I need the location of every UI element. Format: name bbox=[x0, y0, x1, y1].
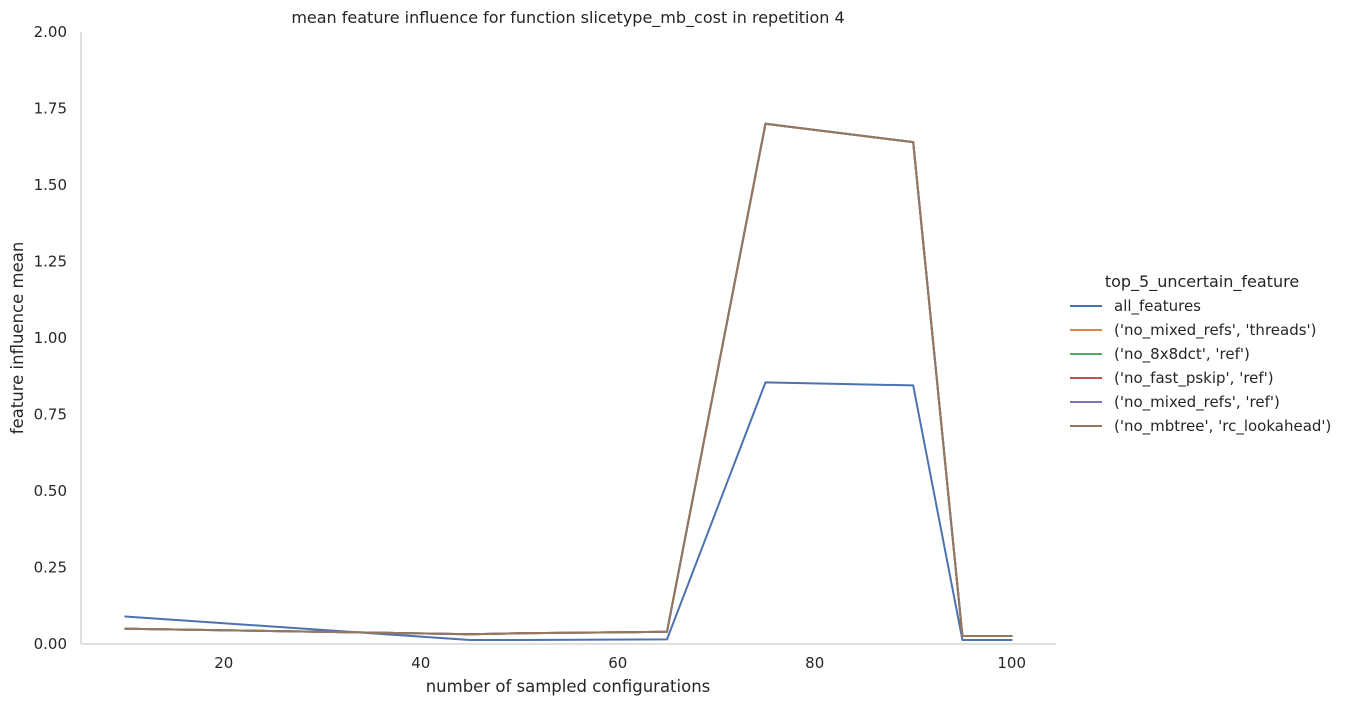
legend-label: all_features bbox=[1114, 297, 1201, 316]
x-tick-label: 20 bbox=[214, 654, 233, 672]
series-line-1 bbox=[124, 122, 1013, 638]
axes bbox=[80, 32, 1056, 645]
legend-label: ('no_mixed_refs', 'ref') bbox=[1114, 393, 1280, 412]
y-tick-label: 0.25 bbox=[34, 559, 67, 577]
series-line-2 bbox=[124, 122, 1013, 638]
x-tick-labels: 20 40 60 80 100 bbox=[214, 654, 1026, 672]
legend-label: ('no_8x8dct', 'ref') bbox=[1114, 345, 1250, 364]
legend-title: top_5_uncertain_feature bbox=[1105, 272, 1299, 292]
y-tick-label: 2.00 bbox=[34, 23, 67, 41]
y-tick-label: 0.00 bbox=[34, 635, 67, 653]
legend-label: ('no_fast_pskip', 'ref') bbox=[1114, 369, 1274, 388]
y-tick-label: 1.25 bbox=[34, 253, 67, 271]
y-tick-label: 0.50 bbox=[34, 482, 67, 500]
y-axis-label: feature influence mean bbox=[8, 242, 27, 435]
y-tick-label: 1.50 bbox=[34, 176, 67, 194]
legend-label: ('no_mbtree', 'rc_lookahead') bbox=[1114, 417, 1331, 436]
x-tick-label: 60 bbox=[608, 654, 627, 672]
series-line-0 bbox=[124, 381, 1013, 642]
series-line-3 bbox=[124, 122, 1013, 638]
series-line-4 bbox=[124, 122, 1013, 638]
legend-label: ('no_mixed_refs', 'threads') bbox=[1114, 321, 1317, 340]
y-tick-labels: 0.00 0.25 0.50 0.75 1.00 1.25 1.50 1.75 2.00 bbox=[34, 23, 67, 653]
legend-items: all_features ('no_mixed_refs', 'threads')… bbox=[1070, 297, 1331, 436]
x-tick-label: 80 bbox=[805, 654, 824, 672]
x-tick-label: 40 bbox=[411, 654, 430, 672]
x-tick-label: 100 bbox=[997, 654, 1026, 672]
y-tick-label: 1.00 bbox=[34, 329, 67, 347]
chart-title: mean feature influence for function slic… bbox=[291, 8, 844, 28]
series-lines bbox=[124, 122, 1013, 642]
legend: top_5_uncertain_feature all_features ('no… bbox=[1070, 272, 1331, 436]
series-line-5 bbox=[124, 122, 1013, 638]
y-tick-label: 1.75 bbox=[34, 100, 67, 118]
y-tick-label: 0.75 bbox=[34, 406, 67, 424]
x-axis-label: number of sampled configurations bbox=[426, 677, 711, 696]
